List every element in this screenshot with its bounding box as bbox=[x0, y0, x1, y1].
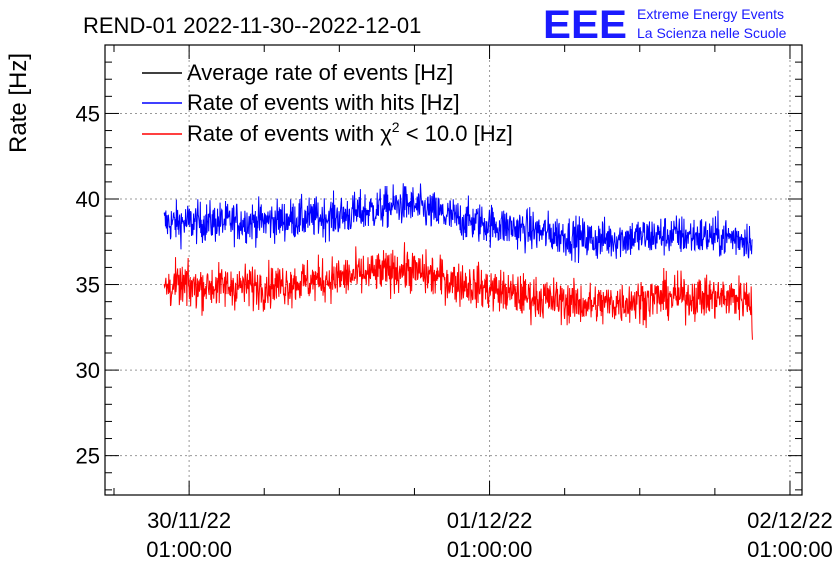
legend-item-chi2: Rate of events with χ2 < 10.0 [Hz] bbox=[142, 119, 513, 146]
logo-text: EEE bbox=[543, 3, 627, 47]
y-axis-label: Rate [Hz] bbox=[5, 53, 32, 153]
plot-frame bbox=[104, 44, 803, 496]
x-tick-label-date: 02/12/22 bbox=[747, 508, 833, 533]
legend-chi2-text-b: < 10.0 [Hz] bbox=[400, 121, 513, 146]
legend-label-chi2: Rate of events with χ2 < 10.0 [Hz] bbox=[187, 119, 513, 146]
legend-chi2-superscript: 2 bbox=[392, 119, 400, 135]
y-tick-label: 35 bbox=[76, 273, 100, 298]
y-tick-label: 25 bbox=[76, 444, 100, 469]
x-tick-label-time: 01:00:00 bbox=[146, 537, 232, 562]
y-tick-labels: 25 30 35 40 45 bbox=[76, 101, 100, 468]
legend: Average rate of events [Hz] Rate of even… bbox=[142, 60, 513, 146]
x-tick-labels: 30/11/22 01:00:00 01/12/22 01:00:00 02/12/22… bbox=[146, 508, 833, 562]
legend-label-hits: Rate of events with hits [Hz] bbox=[187, 90, 460, 115]
logo-line-2: La Scienza nelle Scuole bbox=[637, 25, 787, 41]
y-tick-label: 45 bbox=[76, 101, 100, 126]
legend-item-average: Average rate of events [Hz] bbox=[142, 60, 453, 85]
legend-item-hits: Rate of events with hits [Hz] bbox=[142, 90, 460, 115]
x-tick-label-date: 30/11/22 bbox=[147, 508, 231, 533]
legend-chi2-text-a: Rate of events with bbox=[187, 121, 380, 146]
grid bbox=[105, 45, 802, 495]
axis-ticks bbox=[105, 44, 802, 495]
y-tick-label: 40 bbox=[76, 187, 100, 212]
eee-logo: EEE Extreme Energy Events La Scienza nel… bbox=[543, 3, 787, 47]
series-line-2 bbox=[163, 242, 753, 340]
x-tick-label-date: 01/12/22 bbox=[447, 508, 533, 533]
legend-label-average: Average rate of events [Hz] bbox=[187, 60, 453, 85]
series-line-1 bbox=[163, 183, 753, 264]
logo-line-1: Extreme Energy Events bbox=[637, 6, 784, 22]
x-tick-label-time: 01:00:00 bbox=[747, 537, 833, 562]
chart-title: REND-01 2022-11-30--2022-12-01 bbox=[83, 13, 421, 38]
x-tick-label-time: 01:00:00 bbox=[447, 537, 533, 562]
series-layer bbox=[163, 183, 753, 340]
y-tick-label: 30 bbox=[76, 358, 100, 383]
legend-chi2-symbol: χ bbox=[380, 121, 392, 146]
